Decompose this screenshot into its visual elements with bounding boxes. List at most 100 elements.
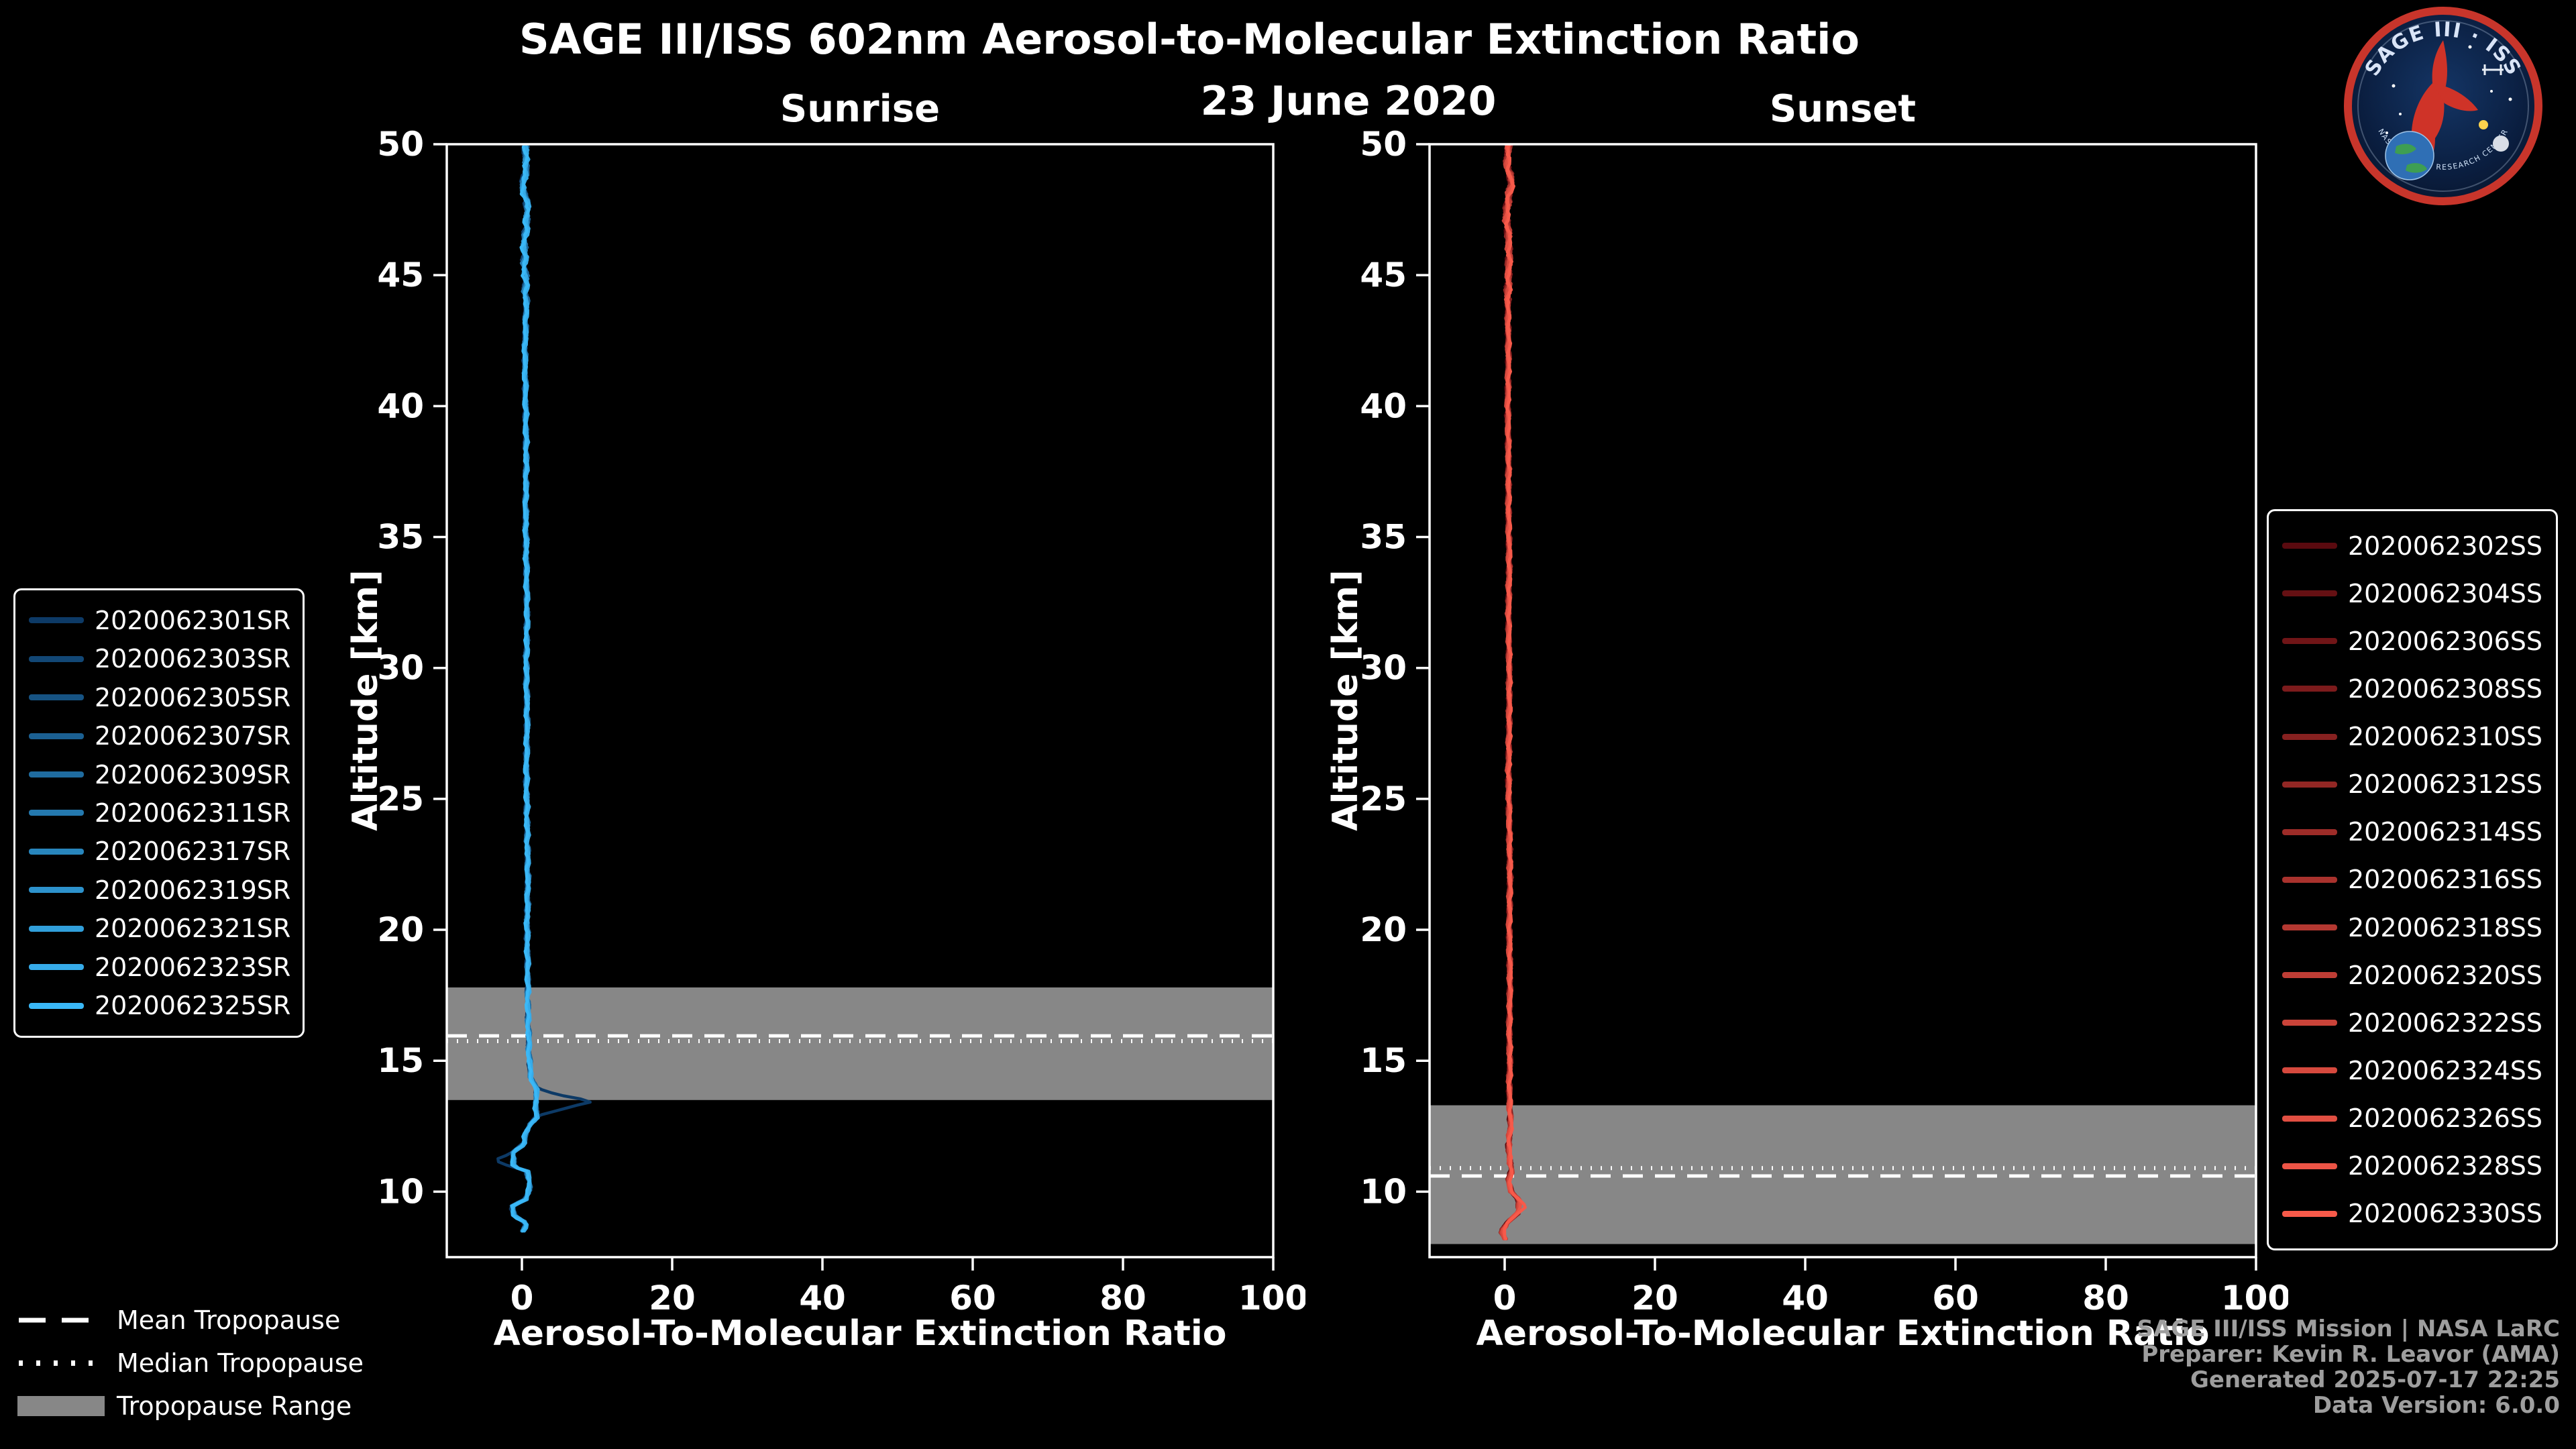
tropopause-range-band [447,987,1273,1100]
dashed-line-sample [19,1318,103,1323]
logo-earth [2385,131,2434,180]
sunset-y-axis-label: Altitude [km] [1326,570,1366,831]
sunrise-plot: 0 20 40 60 80 100 10 15 20 25 30 35 40 45 50 [377,125,1305,1318]
sunset-plot: 0 20 40 60 80 100 10 15 20 25 30 35 40 45 50 [1360,125,2288,1318]
logo-iss [2482,64,2504,75]
x-tick-label: 20 [1631,1279,1678,1318]
sunset-panel-title: Sunset [1769,87,1917,131]
y-tick-label: 45 [1360,256,1407,294]
legend-item: 2020062325SR [29,991,291,1021]
legend-color-swatch [2282,781,2337,788]
credit-line-version: Data Version: 6.0.0 [2312,1392,2560,1419]
plot-frame [1428,143,2257,1258]
legend-item: 2020062328SS [2282,1151,2542,1181]
dotted-line-sample [19,1360,103,1366]
x-tick-label: 0 [511,1279,534,1318]
sunrise-x-axis-label: Aerosol-To-Molecular Extinction Ratio [493,1313,1227,1354]
x-tick-label: 40 [1782,1279,1829,1318]
legend-item: 2020062302SS [2282,531,2542,561]
legend-item: 2020062320SS [2282,961,2542,990]
y-tick-label: 40 [1360,386,1407,425]
sunrise-panel-title: Sunrise [780,87,941,131]
legend-label: 2020062311SR [95,798,291,828]
legend-color-swatch [2282,1020,2337,1026]
legend-item: 2020062322SS [2282,1008,2542,1038]
y-tick-label: 20 [377,910,424,949]
logo-figure-arm [2432,83,2478,111]
legend-label: 2020062320SS [2348,960,2543,990]
median-tropopause-legend-item: Median Tropopause [17,1348,364,1378]
legend-color-swatch [2282,590,2337,597]
y-tick-label: 35 [377,518,424,557]
legend-color-swatch [2282,1067,2337,1074]
legend-label: 2020062325SR [95,991,291,1021]
legend-label: 2020062319SR [95,875,291,905]
legend-item: 2020062306SS [2282,627,2542,656]
figure-title: SAGE III/ISS 602nm Aerosol-to-Molecular … [519,15,1860,64]
legend-label: 2020062326SS [2348,1104,2543,1134]
legend-color-swatch [29,925,84,932]
logo-sun [2479,120,2488,129]
legend-color-swatch [2282,543,2337,549]
legend-item: 2020062305SR [29,682,291,712]
x-tick-label: 100 [2221,1279,2288,1318]
logo-moon [2493,136,2509,152]
legend-item: 2020062301SR [29,606,290,635]
legend-color-swatch [2282,638,2337,645]
credit-line-mission: SAGE III/ISS Mission | NASA LaRC [2137,1316,2561,1342]
legend-item: 2020062314SS [2282,817,2542,847]
sunset-legend: 2020062302SS 2020062304SS 2020062306SS 2020… [2267,509,2558,1250]
y-tick-label: 50 [1360,125,1407,164]
legend-label: 2020062307SR [95,721,291,751]
legend-color-swatch [29,1002,84,1009]
mean-tropopause-label: Mean Tropopause [117,1305,341,1335]
credit-line-preparer: Preparer: Kevin R. Leavor (AMA) [2141,1341,2560,1368]
credits: SAGE III/ISS Mission | NASA LaRC Prepare… [2137,1316,2561,1418]
legend-label: 2020062310SS [2348,722,2543,752]
legend-item: 2020062303SR [29,644,290,674]
legend-item: 2020062326SS [2282,1104,2542,1133]
legend-item: 2020062323SR [29,953,290,982]
logo-earth-land2 [2406,163,2427,173]
plot-frame [445,143,1275,1258]
legend-color-swatch [2282,828,2337,835]
legend-item: 2020062319SR [29,875,291,905]
legend-label: 2020062317SR [95,837,291,867]
y-tick-label: 20 [1360,910,1407,949]
tropopause-range-label: Tropopause Range [117,1391,352,1421]
x-tick-label: 80 [2082,1279,2129,1318]
legend-label: 2020062302SS [2348,531,2543,561]
legend-color-swatch [2282,876,2337,883]
legend-label: 2020062330SS [2348,1199,2543,1229]
legend-color-swatch [2282,733,2337,740]
legend-color-swatch [29,771,84,778]
legend-color-swatch [2282,972,2337,979]
legend-item: 2020062321SR [29,914,291,944]
legend-label: 2020062321SR [95,914,291,944]
legend-label: 2020062306SS [2348,626,2543,656]
legend-item: 2020062311SR [29,798,291,828]
legend-color-swatch [29,964,84,971]
logo-inner-ring [2357,20,2529,192]
legend-label: 2020062308SS [2348,674,2543,704]
tropopause-range-band [1430,1105,2256,1244]
legend-color-swatch [29,887,84,894]
x-tick-label: 40 [799,1279,846,1318]
x-tick-label: 100 [1238,1279,1305,1318]
y-tick-label: 15 [377,1041,424,1080]
legend-color-swatch [2282,1115,2337,1122]
legend-item: 2020062308SS [2282,674,2542,704]
legend-item: 2020062318SS [2282,913,2542,943]
legend-label: 2020062309SR [95,759,291,790]
legend-label: 2020062305SR [95,682,291,712]
legend-item: 2020062310SS [2282,722,2542,751]
y-tick-label: 25 [377,780,424,818]
legend-color-swatch [29,733,84,739]
y-tick-label: 25 [1360,780,1407,818]
y-tick-label: 45 [377,256,424,294]
legend-item: 2020062330SS [2282,1199,2542,1228]
mean-tropopause-legend-item: Mean Tropopause [17,1305,364,1335]
figure-date: 23 June 2020 [1200,78,1497,125]
legend-item: 2020062309SR [29,759,291,790]
